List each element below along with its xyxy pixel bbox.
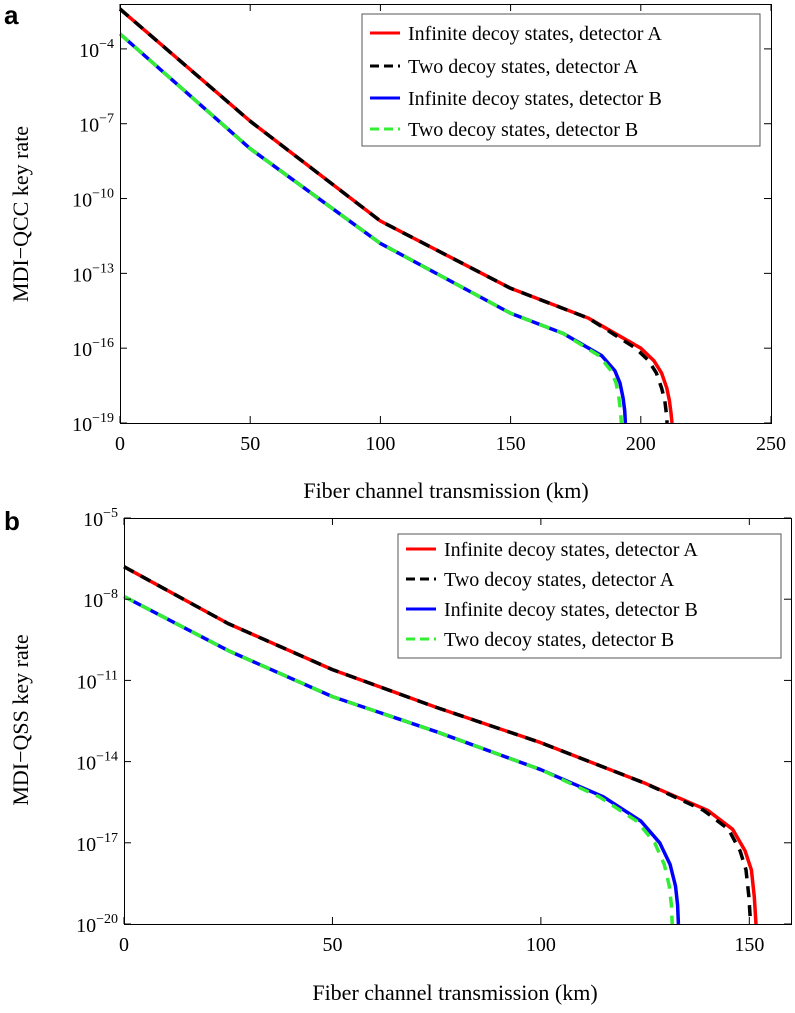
series-line-b-1 bbox=[123, 565, 753, 925]
series-line-b-3 bbox=[123, 594, 674, 925]
panel-b-x-tick-labels: 0 50 100 150 bbox=[119, 934, 764, 956]
x-tick-label: 100 bbox=[365, 433, 395, 455]
panel-b-x-axis-title: Fiber channel transmission (km) bbox=[312, 980, 597, 1005]
panel-a: a 0 50 100 150 200 250 10−1910−1610−1310−1010… bbox=[4, 0, 786, 503]
y-tick-label: 10−13 bbox=[72, 261, 114, 286]
panel-b-y-axis-title: MDI−QSS key rate bbox=[8, 634, 33, 805]
legend-label-a-3: Two decoy states, detector B bbox=[408, 119, 638, 141]
y-tick-label: 10−4 bbox=[79, 37, 114, 62]
x-tick-label: 200 bbox=[626, 433, 656, 455]
y-tick-label: 10−14 bbox=[76, 750, 118, 775]
legend-label-b-0: Infinite decoy states, detector A bbox=[444, 539, 698, 561]
x-tick-label: 50 bbox=[240, 433, 260, 455]
panel-b-plot-frame bbox=[124, 518, 792, 925]
panel-a-letter: a bbox=[4, 0, 19, 30]
y-tick-label: 10−11 bbox=[77, 668, 118, 693]
y-tick-label: 10−7 bbox=[79, 112, 114, 137]
x-tick-label: 0 bbox=[115, 433, 125, 455]
y-tick-label: 10−20 bbox=[76, 912, 118, 937]
panel-a-lines bbox=[118, 7, 674, 424]
legend-label-b-1: Two decoy states, detector A bbox=[444, 569, 675, 591]
x-tick-label: 100 bbox=[526, 934, 556, 956]
legend-label-b-3: Two decoy states, detector B bbox=[444, 629, 674, 651]
panel-a-y-axis-title: MDI−QCC key rate bbox=[8, 126, 33, 302]
y-tick-label: 10−19 bbox=[72, 411, 114, 436]
series-line-a-1 bbox=[118, 7, 669, 424]
panel-b-ticks bbox=[123, 517, 791, 925]
y-tick-label: 10−10 bbox=[72, 187, 114, 212]
x-tick-label: 50 bbox=[322, 934, 342, 956]
panel-a-legend: Infinite decoy states, detector A Two de… bbox=[361, 13, 761, 147]
panel-a-y-tick-labels: 10−19 10−16 10−13 10−10 10−7 10−4 bbox=[72, 37, 114, 436]
panel-a-legend-box bbox=[361, 13, 761, 147]
x-tick-label: 150 bbox=[734, 934, 764, 956]
legend-label-a-2: Infinite decoy states, detector B bbox=[408, 88, 662, 110]
y-tick-label: 10−8 bbox=[83, 587, 118, 612]
panel-b-y-tick-labels: 10−20 10−17 10−14 10−11 10−8 10−5 bbox=[76, 506, 118, 937]
y-tick-label: 10−16 bbox=[72, 336, 114, 361]
x-tick-label: 150 bbox=[496, 433, 526, 455]
y-tick-label: 10−17 bbox=[76, 831, 118, 856]
panel-a-ticks bbox=[119, 4, 772, 424]
legend-label-b-2: Infinite decoy states, detector B bbox=[444, 599, 698, 621]
panel-b-legend: Infinite decoy states, detector A Two de… bbox=[397, 533, 782, 659]
x-tick-label: 250 bbox=[756, 433, 786, 455]
series-line-a-3 bbox=[118, 32, 624, 424]
panel-b: b 0 50 100 150 10−20 10−17 10−14 10−11 10−8 10−5… bbox=[4, 506, 792, 1005]
series-line-a-2 bbox=[118, 32, 628, 424]
panel-a-plot-frame bbox=[120, 4, 772, 424]
panel-a-x-tick-labels: 0 50 100 150 200 250 bbox=[115, 433, 786, 455]
panel-a-x-axis-title: Fiber channel transmission (km) bbox=[303, 478, 588, 503]
y-tick-label: 10−5 bbox=[83, 506, 118, 531]
legend-label-a-1: Two decoy states, detector A bbox=[408, 56, 639, 78]
legend-label-a-0: Infinite decoy states, detector A bbox=[408, 23, 662, 45]
panel-b-legend-box bbox=[397, 533, 782, 659]
panel-b-lines bbox=[123, 565, 758, 925]
x-tick-label: 0 bbox=[119, 934, 129, 956]
panel-b-letter: b bbox=[4, 506, 20, 536]
